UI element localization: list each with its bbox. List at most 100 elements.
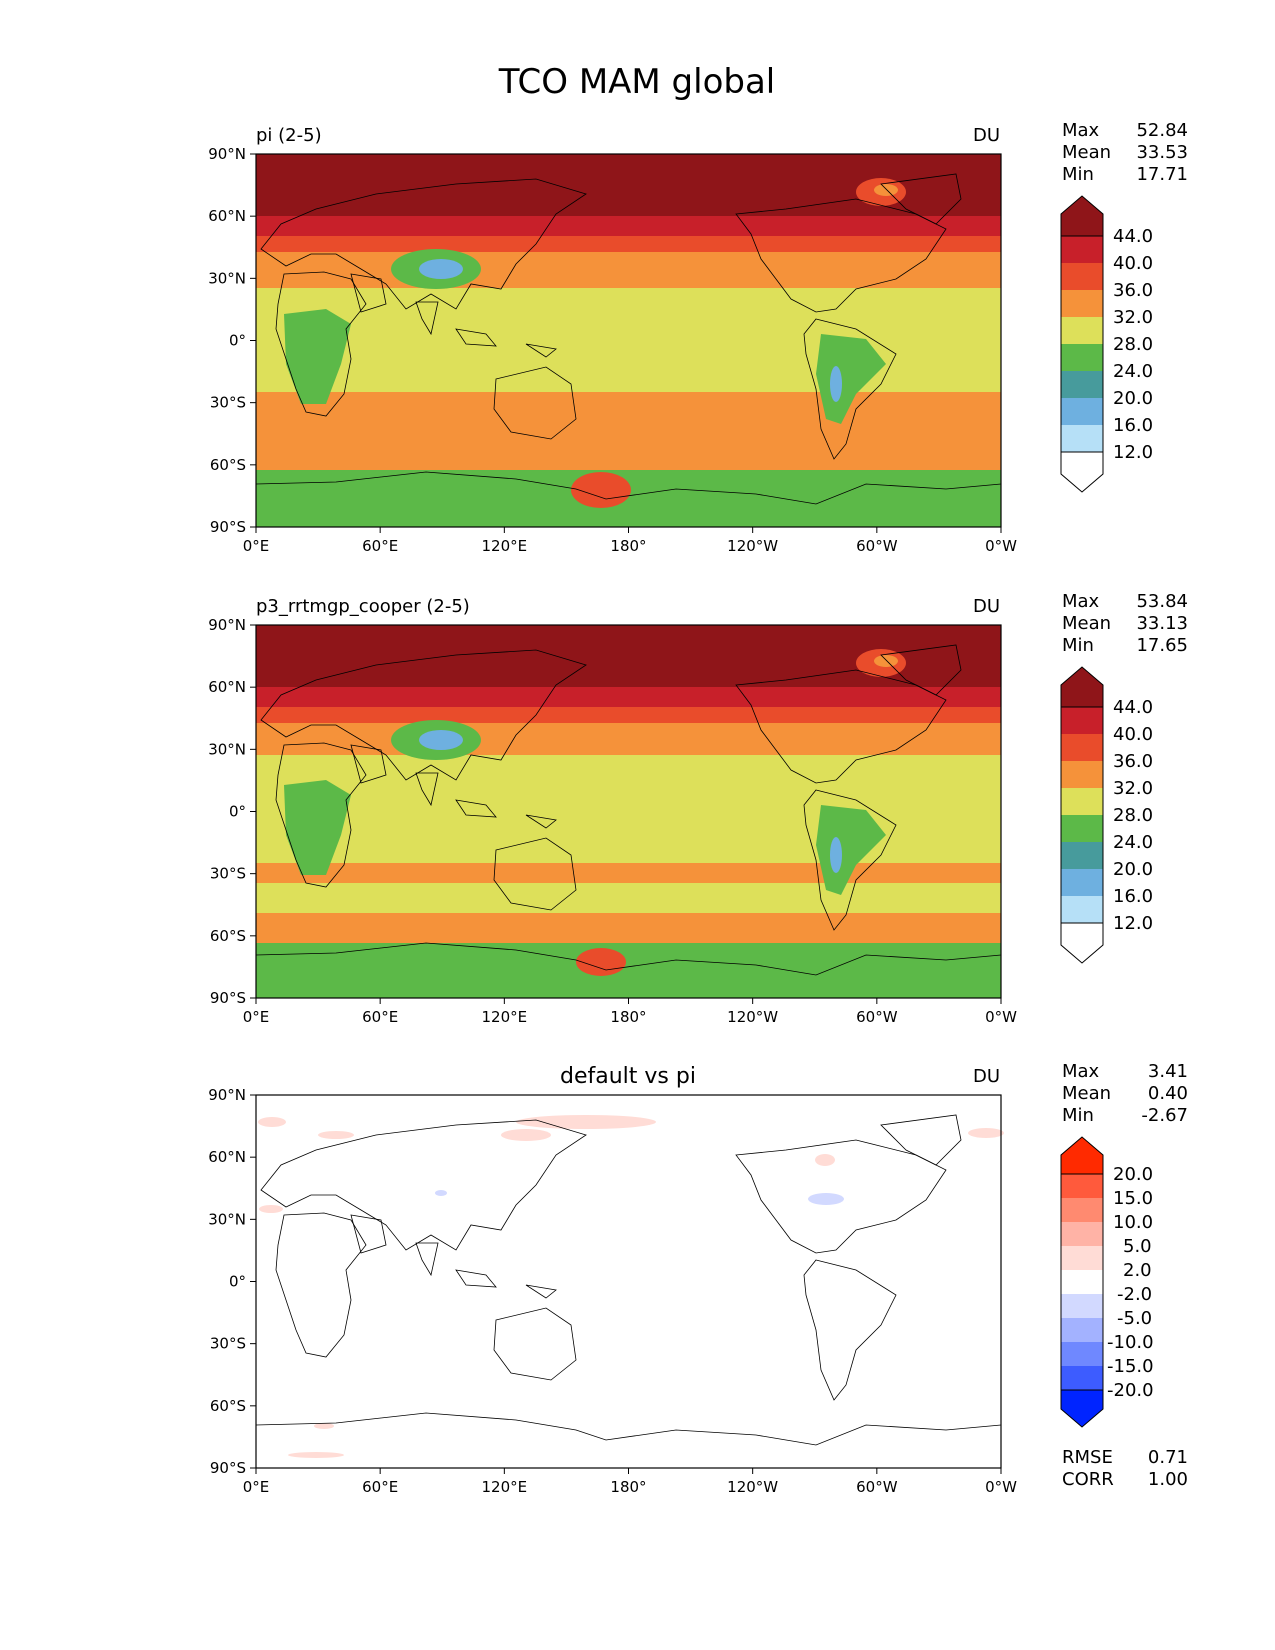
panel-3-stat-label-min: Min — [1062, 1105, 1094, 1126]
panel-2-lat-label: 90°N — [208, 616, 246, 634]
panel-3-lat-label: 90°N — [208, 1086, 246, 1104]
panel-3-cb-label-5: -2.0 — [1117, 1284, 1152, 1305]
panel-3-cb-label-7: -10.0 — [1107, 1332, 1154, 1353]
panel-2-stat-label-mean: Mean — [1062, 613, 1111, 634]
panel-2-cb-label-4: 28.0 — [1113, 805, 1153, 826]
panel-3-lat-label: 30°S — [210, 1335, 246, 1353]
panel-1-cb-label-6: 20.0 — [1113, 388, 1153, 409]
panel-1-colorbar: 44.0 40.0 36.0 32.0 28.0 24.0 20.0 16.0 … — [1060, 195, 1153, 493]
panel-3-stat-value-max: 3.41 — [1148, 1061, 1188, 1082]
panel-1-lon-label: 60°E — [362, 537, 398, 555]
panel-3-lat-label: 0° — [229, 1273, 246, 1291]
panel-2-lat-label: 30°S — [210, 865, 246, 883]
panel-1-lat-label: 90°N — [208, 145, 246, 163]
panel-1-lat-label: 30°N — [208, 269, 246, 287]
panel-1-lon-label: 60°W — [856, 537, 898, 555]
panel-3-center-title: default vs pi — [560, 1064, 696, 1089]
panel-3-lon-label: 120°E — [482, 1478, 528, 1496]
panel-2-left-title: p3_rrtmgp_cooper (2-5) — [256, 596, 470, 617]
panel-2-lon-label: 120°W — [727, 1008, 778, 1026]
panel-1-stat-value-max: 52.84 — [1136, 120, 1188, 141]
panel-1-cb-label-2: 36.0 — [1113, 280, 1153, 301]
panel-2-cb-label-7: 16.0 — [1113, 886, 1153, 907]
panel-2-cb-label-1: 40.0 — [1113, 724, 1153, 745]
panel-2-stat-label-min: Min — [1062, 635, 1094, 656]
panel-2-lon-label: 180° — [610, 1008, 646, 1026]
panel-1-stat-label-min: Min — [1062, 164, 1094, 185]
panel-3-stat-value-min: -2.67 — [1141, 1105, 1188, 1126]
panel-2-lon-label: 60°E — [362, 1008, 398, 1026]
panel-3-lat-label: 60°N — [208, 1148, 246, 1166]
panel-3-rmse-value: 0.71 — [1148, 1447, 1188, 1468]
panel-1-left-title: pi (2-5) — [256, 125, 322, 146]
panel-1-cb-label-4: 28.0 — [1113, 334, 1153, 355]
panel-3-corr-label: CORR — [1062, 1469, 1114, 1490]
panel-2-lat-label: 0° — [229, 803, 246, 821]
panel-3-lon-label: 60°W — [856, 1478, 898, 1496]
panel-2: p3_rrtmgp_cooper (2-5) DU Max 53.84 Mean… — [255, 591, 1188, 999]
panel-1-lat-label: 0° — [229, 332, 246, 350]
panel-3-lon-label: 0°W — [985, 1478, 1017, 1496]
panel-1-cb-label-7: 16.0 — [1113, 415, 1153, 436]
panel-2-stat-label-max: Max — [1062, 591, 1100, 612]
panel-1-units: DU — [973, 125, 1000, 146]
panel-1-lon-label: 0°E — [243, 537, 270, 555]
panel-2-cb-label-6: 20.0 — [1113, 859, 1153, 880]
panel-2-cb-label-5: 24.0 — [1113, 832, 1153, 853]
panel-3-lon-label: 120°W — [727, 1478, 778, 1496]
panel-3-cb-label-2: 10.0 — [1113, 1212, 1153, 1233]
panel-2-colorbar: 44.0 40.0 36.0 32.0 28.0 24.0 20.0 16.0 … — [1060, 666, 1153, 964]
panel-1-lat-label: 60°N — [208, 207, 246, 225]
panel-1-lon-label: 120°E — [482, 537, 528, 555]
panel-3-colorbar: 20.0 15.0 10.0 5.0 2.0 -2.0 -5.0 -10.0 -… — [1060, 1136, 1154, 1428]
panel-3-lat-label: 90°S — [210, 1459, 246, 1477]
panel-3-lon-label: 0°E — [243, 1478, 270, 1496]
panel-1: pi (2-5) DU Max 52.84 Mean 33.53 Min — [255, 120, 1188, 528]
panel-2-lat-label: 30°N — [208, 740, 246, 758]
panel-3-cb-label-0: 20.0 — [1113, 1164, 1153, 1185]
panel-1-cb-label-1: 40.0 — [1113, 253, 1153, 274]
axes-layer: 90°N60°N30°N0°30°S60°S90°S0°E 60°E 120°E 18… — [208, 145, 1017, 1496]
panel-3-lon-label: 180° — [610, 1478, 646, 1496]
panel-1-lat-label: 90°S — [210, 518, 246, 536]
panel-2-lon-label: 0°E — [243, 1008, 270, 1026]
panel-2-lat-label: 60°N — [208, 678, 246, 696]
panel-1-stat-value-min: 17.71 — [1136, 164, 1188, 185]
panel-1-lon-label: 0°W — [985, 537, 1017, 555]
panel-2-lon-label: 120°E — [482, 1008, 528, 1026]
panel-3-cb-label-8: -15.0 — [1107, 1356, 1154, 1377]
panel-1-lon-label: 120°W — [727, 537, 778, 555]
panel-3-lat-label: 30°N — [208, 1210, 246, 1228]
panel-2-lat-label: 60°S — [210, 927, 246, 945]
panel-2-stat-value-max: 53.84 — [1136, 591, 1188, 612]
panel-1-cb-label-5: 24.0 — [1113, 361, 1153, 382]
panel-2-map — [255, 624, 1002, 999]
panel-1-map — [255, 153, 1002, 528]
panel-1-stat-label-mean: Mean — [1062, 142, 1111, 163]
panel-2-stat-value-mean: 33.13 — [1136, 613, 1188, 634]
panel-3-stat-label-mean: Mean — [1062, 1083, 1111, 1104]
panel-3-cb-label-6: -5.0 — [1117, 1308, 1152, 1329]
panel-3-units: DU — [973, 1066, 1000, 1087]
panel-3-cb-label-3: 5.0 — [1123, 1236, 1152, 1257]
panel-3-cb-label-1: 15.0 — [1113, 1188, 1153, 1209]
panel-3-lat-label: 60°S — [210, 1397, 246, 1415]
panel-3-stat-label-max: Max — [1062, 1061, 1100, 1082]
panel-3-corr-value: 1.00 — [1148, 1469, 1188, 1490]
panel-1-cb-label-3: 32.0 — [1113, 307, 1153, 328]
panel-2-cb-label-8: 12.0 — [1113, 913, 1153, 934]
panel-1-cb-label-0: 44.0 — [1113, 226, 1153, 247]
panel-3-lon-label: 60°E — [362, 1478, 398, 1496]
panel-3-cb-label-9: -20.0 — [1107, 1380, 1154, 1401]
panel-3-map — [255, 1094, 1004, 1469]
panel-2-cb-label-0: 44.0 — [1113, 697, 1153, 718]
panel-2-cb-label-2: 36.0 — [1113, 751, 1153, 772]
panel-2-units: DU — [973, 596, 1000, 617]
panel-2-stat-value-min: 17.65 — [1136, 635, 1188, 656]
panel-1-stat-label-max: Max — [1062, 120, 1100, 141]
panel-2-cb-label-3: 32.0 — [1113, 778, 1153, 799]
panel-3-rmse-label: RMSE — [1062, 1447, 1113, 1468]
panel-1-lat-label: 30°S — [210, 394, 246, 412]
panel-1-stat-value-mean: 33.53 — [1136, 142, 1188, 163]
